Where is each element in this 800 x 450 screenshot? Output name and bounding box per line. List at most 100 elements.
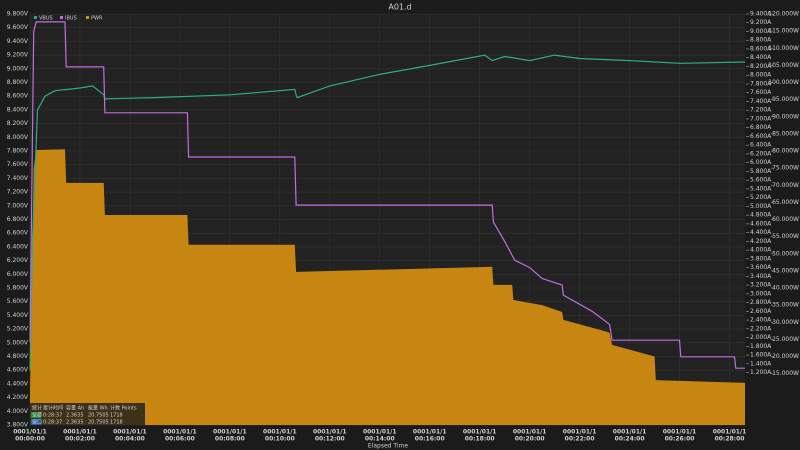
y2-tick-label: 1.200A [750, 369, 772, 376]
y-tick-label: 7.000V [7, 202, 29, 209]
y2-tick-label: 2.600A [750, 308, 772, 315]
x-tick-date: 0001/01/1 [363, 429, 397, 436]
y3-tick-label: 65.000W [772, 199, 799, 206]
y3-tick-label: 35.000W [772, 302, 799, 309]
table-header: 计数 Points [110, 405, 137, 412]
x-tick-date: 0001/01/1 [463, 429, 497, 436]
y2-tick-label: 4.000A [750, 247, 772, 254]
y2-tick-label: 8.000A [750, 72, 772, 79]
y3-tick-label: 50.000W [772, 250, 799, 257]
y-tick-label: 4.000V [7, 408, 29, 415]
y2-tick-label: 7.600A [750, 89, 772, 96]
y-tick-label: 8.200V [7, 120, 29, 127]
y2-tick-label: 4.200A [750, 238, 772, 245]
x-tick-date: 0001/01/1 [513, 429, 547, 436]
y3-tick-label: 85.000W [772, 130, 799, 137]
y-tick-label: 8.600V [7, 93, 29, 100]
y3-tick-label: 40.000W [772, 285, 799, 292]
x-tick-date: 0001/01/1 [13, 429, 47, 436]
y2-tick-label: 2.000A [750, 334, 772, 341]
x-tick-label: 00:18:00 [465, 436, 495, 443]
table-header: 容量 Ah [66, 405, 84, 412]
x-tick-date: 0001/01/1 [263, 429, 297, 436]
y2-tick-label: 9.400A [750, 11, 772, 18]
y2-tick-label: 7.800A [750, 80, 772, 87]
y2-tick-label: 5.200A [750, 194, 772, 201]
y3-tick-label: 15.000W [772, 370, 799, 377]
y2-tick-label: 3.400A [750, 273, 772, 280]
y-tick-label: 9.600V [7, 24, 29, 31]
y-tick-label: 5.000V [7, 339, 29, 346]
x-tick-label: 00:02:00 [65, 436, 95, 443]
table-cell: 2.3635 [66, 420, 84, 426]
y2-tick-label: 1.600A [750, 352, 772, 359]
y2-tick-label: 2.400A [750, 317, 772, 324]
y-tick-label: 8.800V [7, 79, 29, 86]
y-tick-label: 5.600V [7, 298, 29, 305]
table-bg [30, 403, 145, 425]
y-tick-label: 9.200V [7, 52, 29, 59]
y3-tick-label: 120.000W [768, 11, 799, 18]
y3-tick-label: 60.000W [772, 216, 799, 223]
table-header: 累计时间 [43, 405, 63, 412]
table-header: 统计 [32, 405, 42, 412]
y3-tick-label: 110.000W [768, 45, 799, 52]
y-tick-label: 9.000V [7, 65, 29, 72]
table-cell: 1718 [110, 420, 123, 426]
y2-tick-label: 3.200A [750, 282, 772, 289]
y3-tick-label: 90.000W [772, 113, 799, 120]
y2-tick-label: 6.600A [750, 133, 772, 140]
table-cell: 2.3635 [66, 413, 84, 419]
y-tick-label: 8.400V [7, 106, 29, 113]
y-tick-label: 3.800V [7, 422, 29, 429]
x-tick-label: 00:16:00 [415, 436, 445, 443]
y-tick-label: 7.800V [7, 148, 29, 155]
x-tick-date: 0001/01/1 [313, 429, 347, 436]
y3-tick-label: 100.000W [768, 79, 799, 86]
legend-label: IBUS [65, 16, 77, 22]
line [29, 54, 746, 371]
y2-tick-label: 1.800A [750, 343, 772, 350]
y2-tick-label: 5.800A [750, 168, 772, 175]
y2-tick-label: 4.600A [750, 220, 772, 227]
y-tick-label: 4.800V [7, 353, 29, 360]
y2-tick-label: 7.400A [750, 98, 772, 105]
y-tick-label: 9.400V [7, 38, 29, 45]
x-tick-date: 0001/01/1 [613, 429, 647, 436]
x-tick-label: 00:10:00 [265, 436, 295, 443]
y-tick-label: 6.400V [7, 243, 29, 250]
legend-swatch [86, 16, 89, 19]
table-cell: 全部 [32, 412, 42, 419]
x-tick-date: 0001/01/1 [713, 429, 747, 436]
y-tick-label: 4.200V [7, 394, 29, 401]
y3-tick-label: 30.000W [772, 319, 799, 326]
y2-tick-label: 9.000A [750, 28, 772, 35]
x-tick-date: 0001/01/1 [213, 429, 247, 436]
x-axis-label: Elapsed Time [368, 443, 408, 450]
x-tick-label: 00:00:00 [15, 436, 45, 443]
x-tick-date: 0001/01/1 [413, 429, 447, 436]
x-tick-date: 0001/01/1 [63, 429, 97, 436]
y2-tick-label: 6.200A [750, 150, 772, 157]
table-header: 能量 Wh [88, 405, 108, 412]
y2-tick-label: 3.800A [750, 255, 772, 262]
legend-label: PWR [91, 16, 103, 22]
x-tick-label: 00:06:00 [165, 436, 195, 443]
legend-swatch [34, 16, 37, 19]
y-tick-label: 6.000V [7, 271, 29, 278]
x-tick-label: 00:14:00 [365, 436, 395, 443]
line [29, 21, 745, 369]
y2-tick-label: 1.400A [750, 360, 772, 367]
x-tick-label: 00:08:00 [215, 436, 245, 443]
y2-tick-label: 8.600A [750, 45, 772, 52]
table-cell: 1718 [110, 413, 123, 419]
y-tick-label: 7.400V [7, 175, 29, 182]
y3-tick-label: 20.000W [772, 353, 799, 360]
y3-tick-label: 70.000W [772, 182, 799, 189]
y2-tick-label: 8.200A [750, 63, 772, 70]
table-cell: 20.7505 [88, 413, 109, 419]
y2-tick-label: 9.200A [750, 19, 772, 26]
x-tick-label: 00:24:00 [615, 436, 645, 443]
x-tick-label: 00:22:00 [565, 436, 595, 443]
